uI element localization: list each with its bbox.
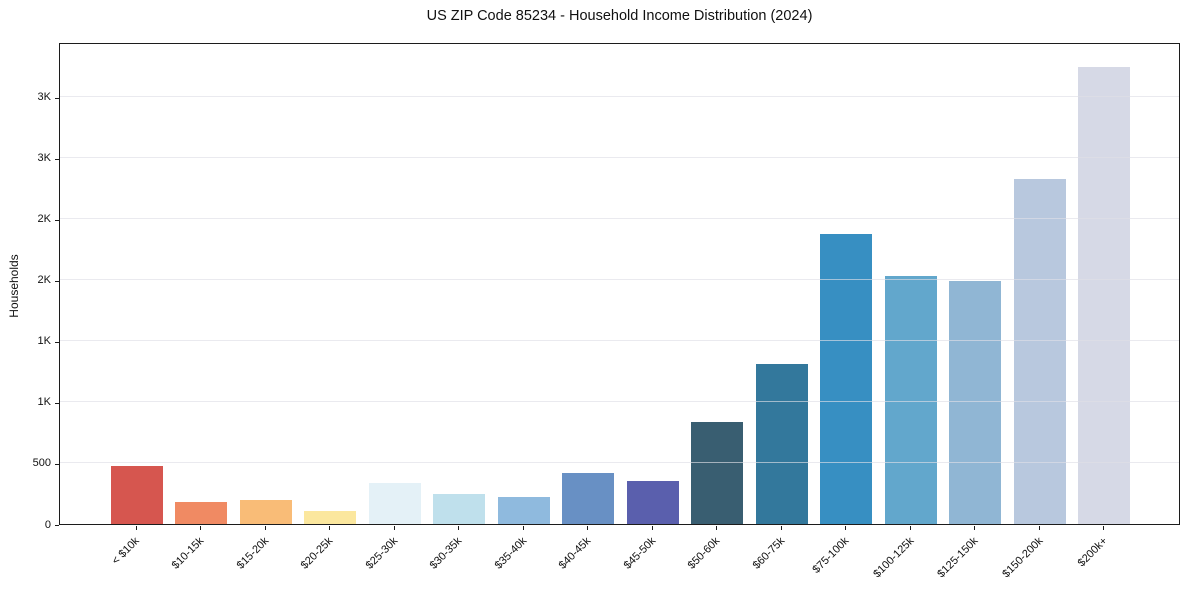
bar-$100-125k bbox=[884, 276, 937, 524]
x-tick-mark bbox=[264, 526, 266, 530]
x-tick-mark bbox=[522, 526, 524, 530]
x-tick-mark bbox=[716, 526, 718, 530]
y-tick-mark bbox=[55, 97, 59, 99]
x-tick-mark bbox=[587, 526, 589, 530]
gridline bbox=[60, 95, 1179, 97]
bar-$60-75k bbox=[755, 364, 808, 524]
x-tick-label: $30-35k bbox=[428, 535, 465, 572]
x-tick-label: $75-100k bbox=[810, 535, 852, 576]
chart-title: US ZIP Code 85234 - Household Income Dis… bbox=[426, 8, 813, 24]
y-tick-label: 2K bbox=[37, 274, 51, 287]
bar-$30-35k bbox=[433, 494, 486, 524]
y-tick-label: 0 bbox=[44, 518, 51, 531]
bar-$15-20k bbox=[239, 499, 292, 524]
x-tick-mark bbox=[1038, 526, 1040, 530]
x-tick-label: $10-15k bbox=[170, 535, 207, 572]
gridline bbox=[60, 400, 1179, 402]
x-tick-label: $100-125k bbox=[870, 535, 917, 581]
y-tick-mark bbox=[55, 525, 59, 526]
y-tick-label: 2K bbox=[37, 213, 51, 226]
x-tick-mark bbox=[845, 526, 847, 530]
x-tick-mark bbox=[200, 526, 202, 530]
x-tick-mark bbox=[393, 526, 395, 530]
bar-$35-40k bbox=[497, 497, 550, 524]
bar-$45-50k bbox=[626, 481, 679, 524]
x-tick-label: $50-60k bbox=[686, 535, 723, 572]
gridline bbox=[60, 278, 1179, 280]
x-tick-mark bbox=[909, 526, 911, 530]
bar-$125-150k bbox=[949, 281, 1002, 524]
x-tick-label: $25-30k bbox=[363, 535, 401, 572]
x-tick-mark bbox=[135, 526, 137, 530]
x-tick-label: $20-25k bbox=[299, 535, 336, 572]
y-tick-label: 500 bbox=[32, 457, 51, 470]
x-tick-label: $200k+ bbox=[1075, 535, 1110, 570]
gridline bbox=[60, 217, 1179, 219]
bar-$20-25k bbox=[304, 510, 357, 524]
y-tick-mark bbox=[55, 463, 59, 465]
x-tick-label: $125-150k bbox=[935, 535, 981, 581]
y-tick-mark bbox=[55, 219, 59, 221]
x-tick-mark bbox=[1103, 526, 1105, 530]
plot-area bbox=[59, 43, 1180, 525]
bar-$200k+ bbox=[1078, 67, 1131, 524]
gridline bbox=[60, 339, 1179, 341]
y-tick-mark bbox=[55, 280, 59, 282]
x-tick-label: $150-200k bbox=[999, 535, 1046, 581]
y-tick-mark bbox=[55, 402, 59, 404]
x-tick-label: $15-20k bbox=[234, 535, 272, 572]
y-tick-label: 1K bbox=[37, 396, 51, 409]
x-tick-label: < $10k bbox=[110, 535, 143, 568]
x-tick-mark bbox=[458, 526, 460, 530]
bar-$25-30k bbox=[368, 482, 421, 524]
y-tick-mark bbox=[55, 158, 59, 160]
x-tick-label: $45-50k bbox=[621, 535, 659, 572]
x-tick-label: $60-75k bbox=[750, 535, 788, 572]
gridline bbox=[60, 462, 1179, 463]
x-tick-mark bbox=[974, 526, 976, 530]
x-tick-label: $40-45k bbox=[557, 535, 594, 572]
bar-< $10k bbox=[110, 466, 163, 524]
x-tick-label: $35-40k bbox=[492, 535, 530, 572]
y-tick-label: 3K bbox=[37, 152, 51, 165]
y-tick-mark bbox=[55, 341, 59, 343]
bar-$150-200k bbox=[1013, 178, 1066, 524]
x-tick-mark bbox=[651, 526, 653, 530]
bar-$10-15k bbox=[175, 501, 228, 524]
x-tick-mark bbox=[780, 526, 782, 530]
bar-$75-100k bbox=[820, 233, 873, 524]
bar-$40-45k bbox=[562, 472, 615, 524]
x-tick-mark bbox=[329, 526, 331, 530]
y-tick-label: 1K bbox=[37, 335, 51, 348]
bar-$50-60k bbox=[691, 421, 744, 524]
y-tick-label: 3K bbox=[37, 91, 51, 104]
gridline bbox=[60, 156, 1179, 158]
